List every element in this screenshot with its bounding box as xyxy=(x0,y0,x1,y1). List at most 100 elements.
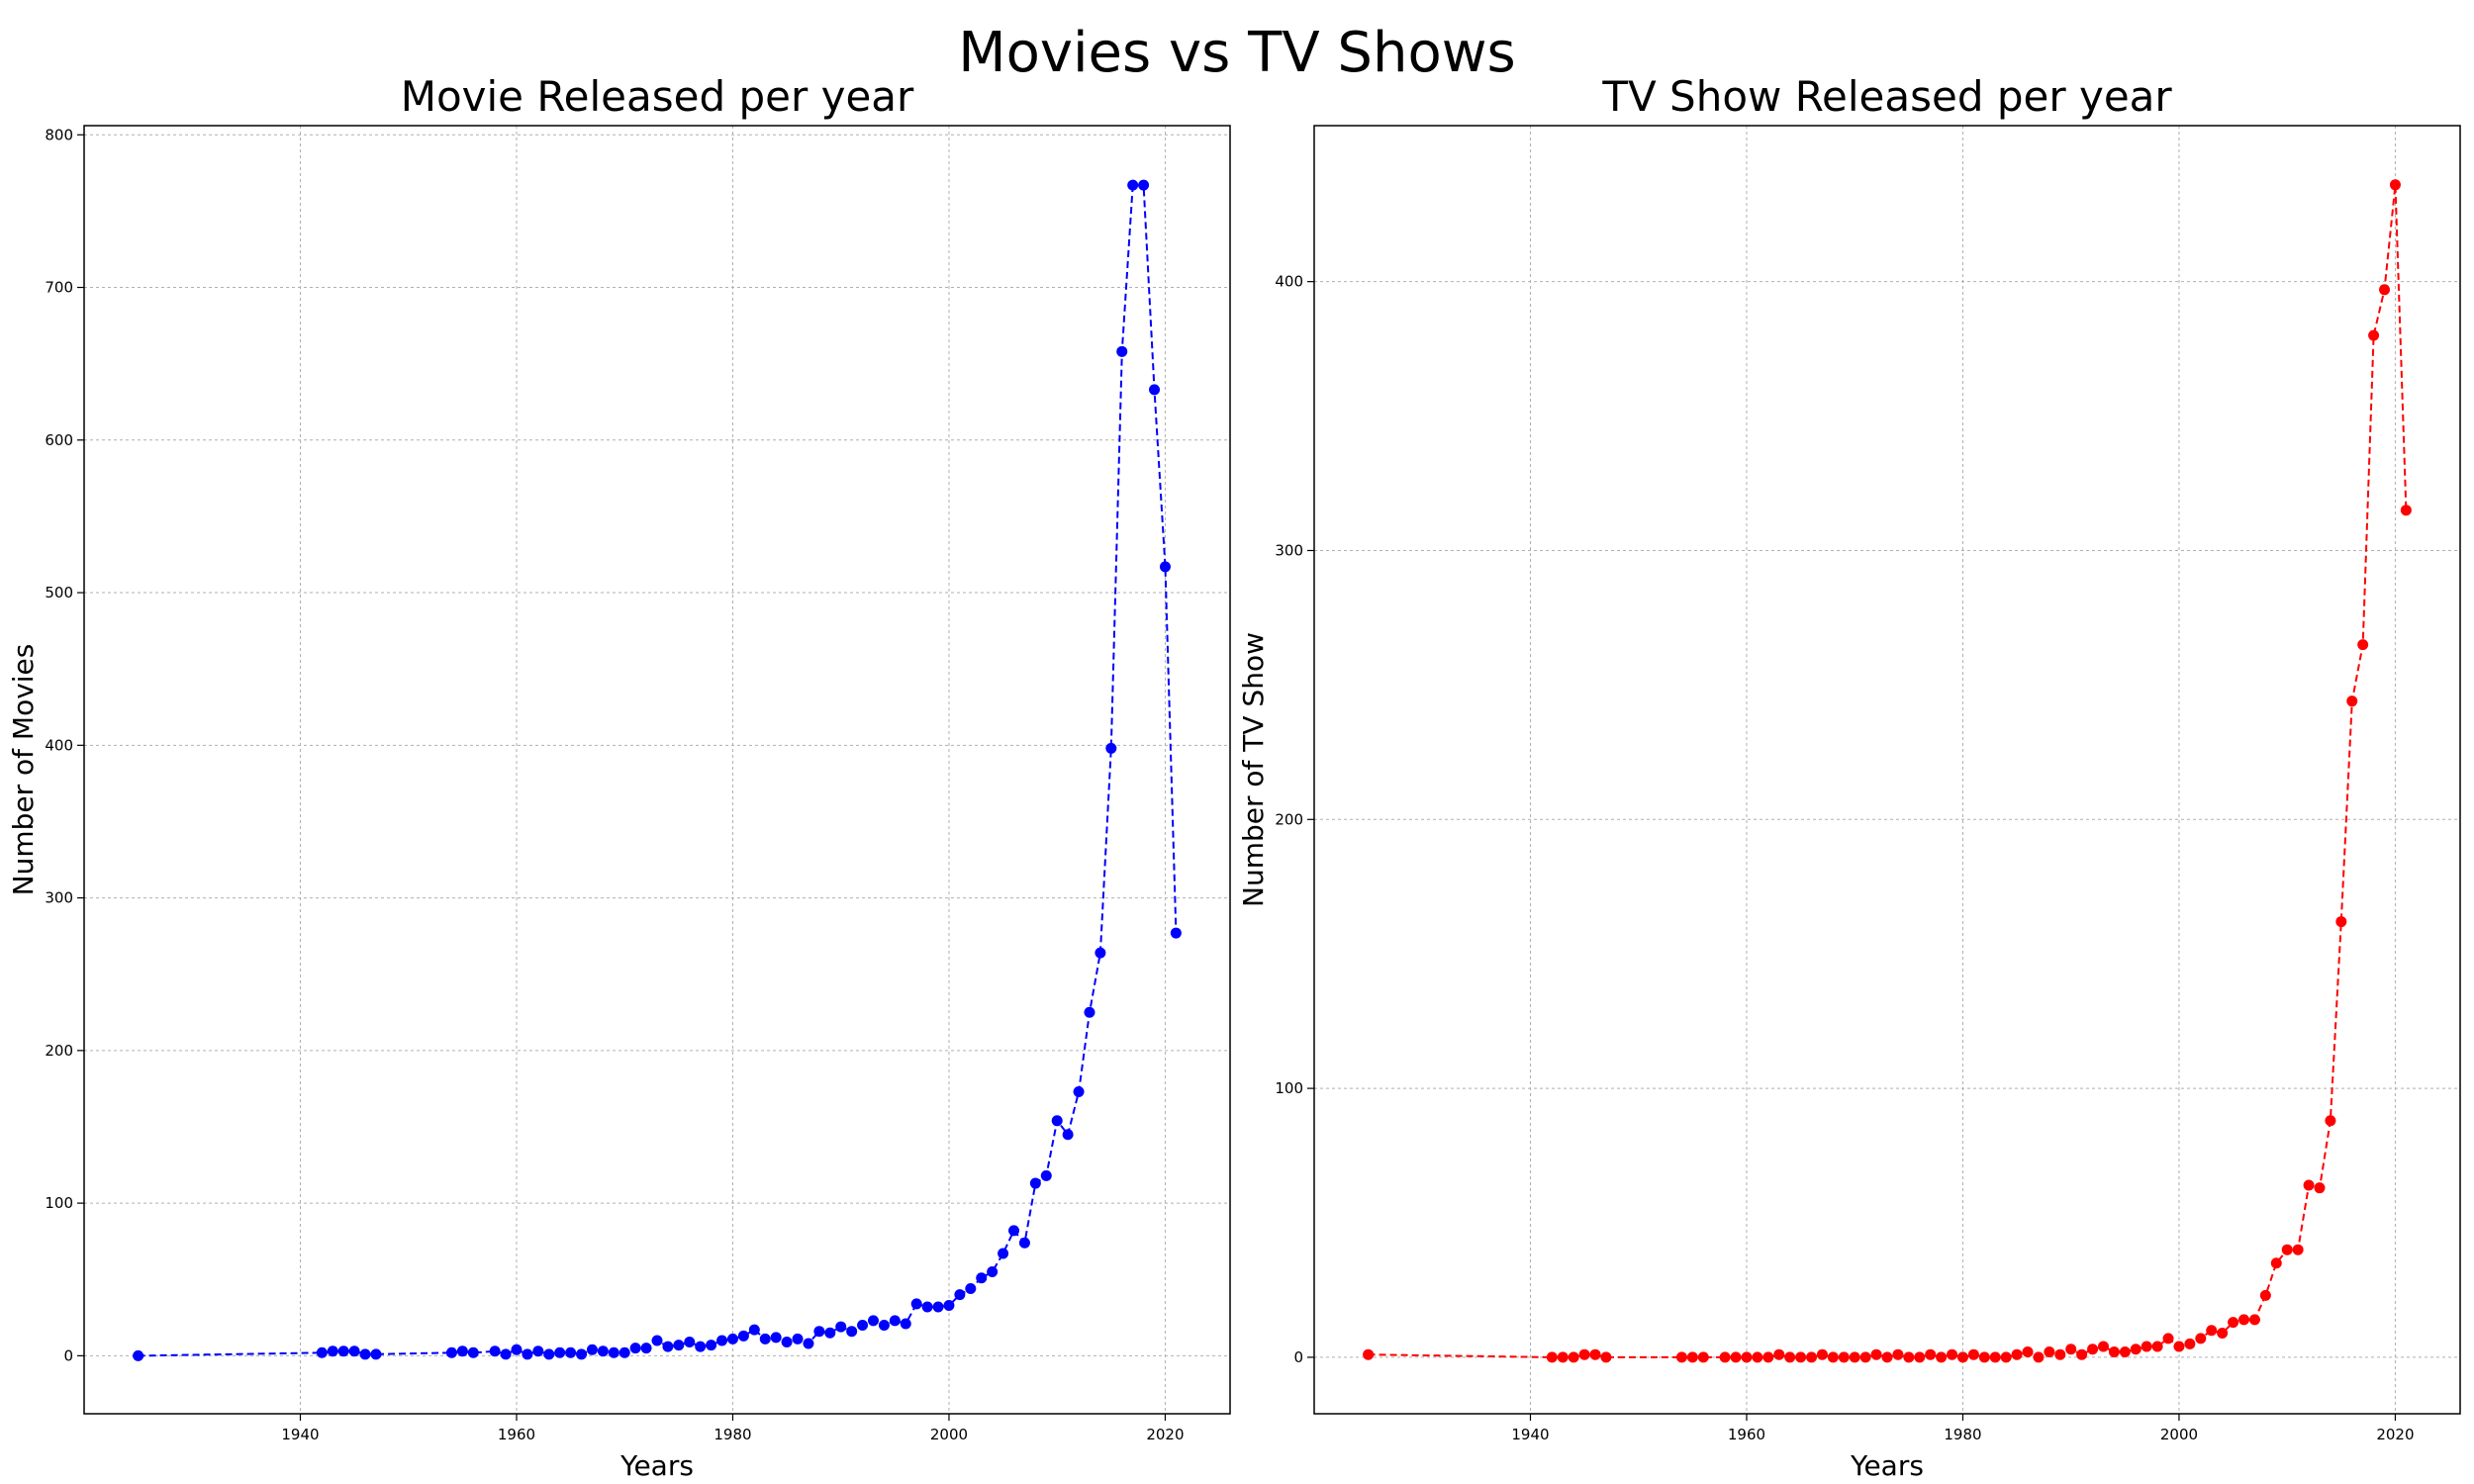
tv-shows-chart-title: TV Show Released per year xyxy=(1601,72,2172,121)
movies-data-point xyxy=(1029,1177,1041,1189)
movies-data-point xyxy=(987,1266,999,1278)
movies-data-point xyxy=(1170,927,1182,939)
tv-shows-data-point xyxy=(2389,179,2401,191)
tv-shows-x-tick-label: 1940 xyxy=(1511,1426,1549,1443)
movies-data-point xyxy=(532,1345,544,1357)
movies-data-point xyxy=(511,1344,523,1355)
movies-x-tick-label: 1960 xyxy=(498,1426,535,1443)
tv-shows-data-point xyxy=(1730,1351,1742,1363)
tv-shows-ticks: 1940 1960 1980 2000 2020 0 100 200 300 400 xyxy=(1275,273,2414,1443)
movies-data-point xyxy=(586,1344,598,1355)
movies-data-point xyxy=(846,1326,858,1338)
tv-shows-data-point xyxy=(1881,1351,1893,1363)
movies-data-point xyxy=(370,1348,382,1360)
movies-data-point xyxy=(998,1248,1009,1259)
tv-shows-data-point xyxy=(2054,1348,2066,1360)
tv-shows-data-point xyxy=(1870,1348,1882,1360)
tv-shows-series-line xyxy=(1368,184,2408,1359)
tv-shows-series xyxy=(1363,179,2412,1363)
movies-data-point xyxy=(1094,947,1106,959)
movies-data-point xyxy=(1159,561,1171,573)
tv-shows-data-point xyxy=(1675,1351,1687,1363)
movies-data-point xyxy=(976,1272,988,1284)
tv-shows-data-point xyxy=(2270,1257,2282,1269)
movies-data-point xyxy=(133,1349,144,1361)
movies-data-point xyxy=(781,1336,793,1347)
tv-shows-data-point xyxy=(1741,1351,1753,1363)
tv-shows-data-point xyxy=(1989,1351,2001,1363)
tv-shows-y-tick-label: 400 xyxy=(1275,273,1303,291)
tv-shows-data-point xyxy=(1784,1351,1796,1363)
tv-shows-data-point xyxy=(2195,1333,2207,1345)
tv-shows-data-point xyxy=(1849,1351,1860,1363)
tv-shows-data-point xyxy=(1892,1348,1904,1360)
movies-data-point xyxy=(748,1324,760,1336)
movies-y-axis-label: Number of Movies xyxy=(7,644,40,896)
tv-shows-data-point xyxy=(1947,1348,1958,1360)
movies-data-point xyxy=(640,1343,652,1354)
movies-chart: 1940 1960 1980 2000 2020 0 100 200 300 400 500 600 7… xyxy=(7,72,1231,1482)
movies-data-point xyxy=(1084,1006,1095,1018)
tv-shows-data-point xyxy=(1686,1351,1698,1363)
movies-data-point xyxy=(489,1345,501,1357)
tv-shows-data-point xyxy=(2173,1341,2185,1352)
tv-shows-data-point xyxy=(2130,1344,2141,1355)
tv-shows-y-tick-label: 100 xyxy=(1275,1079,1303,1097)
tv-shows-data-point xyxy=(1859,1351,1871,1363)
tv-shows-data-point xyxy=(1806,1351,1818,1363)
movies-plot-frame xyxy=(83,125,1231,1415)
tv-shows-data-point xyxy=(2248,1314,2260,1326)
tv-shows-data-point xyxy=(1978,1351,1990,1363)
movies-data-point xyxy=(857,1320,869,1332)
movies-data-point xyxy=(813,1326,825,1338)
movies-data-point xyxy=(327,1345,338,1357)
movies-data-point xyxy=(954,1289,966,1301)
movies-data-point xyxy=(770,1332,782,1344)
tv-shows-data-point xyxy=(2314,1182,2326,1194)
tv-shows-data-point xyxy=(2119,1345,2131,1357)
movies-data-point xyxy=(878,1320,890,1332)
tv-shows-data-point xyxy=(2379,284,2391,296)
tv-shows-data-point xyxy=(2238,1314,2250,1326)
tv-shows-data-point xyxy=(2346,696,2358,707)
movies-data-point xyxy=(684,1336,696,1347)
movies-data-point xyxy=(467,1346,479,1358)
tv-shows-data-point xyxy=(2065,1344,2077,1355)
movies-y-tick-label: 200 xyxy=(45,1042,73,1060)
movies-y-tick-label: 0 xyxy=(63,1346,73,1364)
movies-series xyxy=(133,179,1182,1361)
movies-data-point xyxy=(900,1318,911,1330)
tv-shows-data-point xyxy=(2044,1345,2055,1357)
movies-y-tick-label: 400 xyxy=(45,736,73,754)
tv-shows-chart: 1940 1960 1980 2000 2020 0 100 200 300 400 TV Sho… xyxy=(1237,72,2461,1482)
movies-data-point xyxy=(500,1348,512,1360)
movies-data-point xyxy=(608,1346,619,1358)
tv-shows-data-point xyxy=(1578,1348,1590,1360)
movies-data-point xyxy=(1051,1115,1063,1127)
tv-shows-data-point xyxy=(2259,1289,2271,1301)
tv-shows-data-point xyxy=(1914,1351,1926,1363)
tv-shows-data-point xyxy=(2400,505,2412,516)
tv-shows-y-axis-label: Number of TV Show xyxy=(1237,632,1270,907)
tv-shows-data-point xyxy=(1600,1351,1612,1363)
movies-data-point xyxy=(673,1340,685,1351)
movies-data-point xyxy=(1008,1225,1020,1237)
movies-data-point xyxy=(943,1299,955,1311)
movies-data-point xyxy=(576,1348,588,1360)
tv-shows-data-point xyxy=(2097,1341,2109,1352)
tv-shows-data-point xyxy=(2087,1344,2099,1355)
tv-shows-data-point xyxy=(1816,1348,1828,1360)
tv-shows-data-point xyxy=(1752,1351,1763,1363)
movies-x-tick-label: 1940 xyxy=(281,1426,319,1443)
tv-shows-x-tick-label: 1960 xyxy=(1728,1426,1765,1443)
movies-data-point xyxy=(1127,179,1139,191)
movies-y-tick-label: 300 xyxy=(45,889,73,907)
tv-shows-x-tick-label: 2020 xyxy=(2376,1426,2414,1443)
movies-data-point xyxy=(456,1345,468,1357)
movies-data-point xyxy=(445,1346,457,1358)
movies-data-point xyxy=(565,1346,577,1358)
movies-data-point xyxy=(695,1341,707,1352)
tv-shows-x-tick-label: 1980 xyxy=(1944,1426,1981,1443)
